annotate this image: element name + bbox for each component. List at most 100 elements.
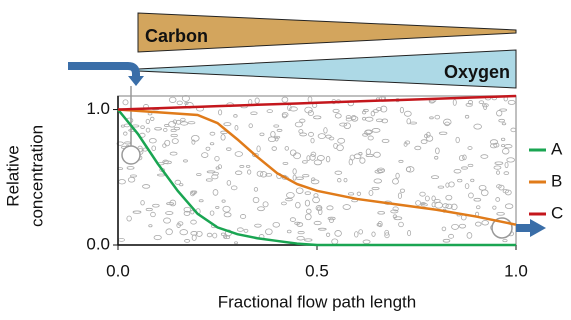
oxygen-label: Oxygen xyxy=(444,62,510,82)
grain xyxy=(342,204,351,210)
grain xyxy=(239,165,245,168)
grain xyxy=(501,122,507,126)
grain xyxy=(259,132,265,137)
grain xyxy=(284,146,289,151)
grain xyxy=(168,96,177,103)
grain xyxy=(206,170,216,174)
grain xyxy=(313,220,322,226)
grain xyxy=(170,128,177,133)
grain xyxy=(176,100,183,106)
grain xyxy=(478,100,485,104)
grain xyxy=(498,118,505,123)
grain xyxy=(304,213,312,221)
grain xyxy=(220,134,226,141)
grain xyxy=(145,127,151,133)
grain xyxy=(392,206,399,212)
grain xyxy=(118,179,126,185)
grain xyxy=(184,101,189,105)
grain xyxy=(226,180,232,186)
outlet-pipe xyxy=(516,224,532,232)
grain xyxy=(273,124,280,128)
grain xyxy=(132,210,142,214)
grain xyxy=(397,192,402,199)
grain xyxy=(234,241,238,245)
grain xyxy=(334,113,342,119)
grain xyxy=(481,220,489,226)
grain xyxy=(325,134,332,139)
grain xyxy=(180,117,186,122)
grain xyxy=(212,232,218,239)
grain xyxy=(384,229,390,236)
grain xyxy=(248,123,253,129)
grain xyxy=(289,106,298,112)
grain xyxy=(496,170,501,175)
grain xyxy=(325,232,331,237)
grain xyxy=(126,215,132,222)
grain xyxy=(198,199,204,203)
grain xyxy=(390,209,399,214)
grain xyxy=(415,200,421,206)
grain xyxy=(180,121,189,126)
grain xyxy=(426,135,434,142)
grain xyxy=(502,148,510,155)
grain xyxy=(431,201,436,208)
grain xyxy=(294,121,303,128)
grain xyxy=(310,151,317,157)
grain xyxy=(281,96,289,103)
grain xyxy=(327,216,336,221)
grain xyxy=(318,208,323,215)
grain xyxy=(343,177,348,183)
grain xyxy=(164,139,171,147)
grain xyxy=(317,227,327,231)
grain xyxy=(147,112,153,116)
grain xyxy=(296,235,305,241)
grain xyxy=(298,129,304,134)
grain xyxy=(409,121,417,125)
grain xyxy=(503,171,510,175)
grain xyxy=(295,176,304,180)
grain xyxy=(248,99,253,105)
grain xyxy=(126,166,135,170)
grain xyxy=(187,121,196,125)
inlet-pipe xyxy=(68,62,140,78)
grain xyxy=(457,178,463,183)
grain xyxy=(420,203,428,207)
grain xyxy=(172,119,178,124)
grain xyxy=(467,163,474,168)
grain xyxy=(468,192,474,199)
grain xyxy=(365,129,374,134)
grain xyxy=(437,185,445,189)
legend-label: C xyxy=(551,203,563,222)
porous-medium xyxy=(116,95,517,245)
grain xyxy=(118,237,125,242)
grain xyxy=(171,138,179,144)
grain xyxy=(209,210,215,216)
grain xyxy=(337,137,346,144)
grain xyxy=(190,231,198,236)
grain xyxy=(163,160,172,165)
grain xyxy=(406,118,411,125)
grain xyxy=(502,239,508,243)
grain xyxy=(190,219,197,225)
grain xyxy=(490,143,498,149)
grain xyxy=(507,99,516,105)
grain xyxy=(424,133,429,139)
grain xyxy=(399,188,406,193)
grain xyxy=(154,127,162,131)
grain xyxy=(317,133,326,139)
grain xyxy=(179,229,188,236)
grain xyxy=(445,182,450,188)
grain xyxy=(494,161,504,165)
grain xyxy=(466,232,473,239)
grain xyxy=(272,221,280,228)
grain xyxy=(325,155,331,163)
grain xyxy=(496,110,503,117)
grain xyxy=(435,147,440,155)
grain xyxy=(399,106,404,114)
grain xyxy=(297,231,305,235)
grain xyxy=(373,178,382,184)
grain xyxy=(169,199,177,207)
grain xyxy=(351,114,357,121)
grain xyxy=(240,214,247,219)
